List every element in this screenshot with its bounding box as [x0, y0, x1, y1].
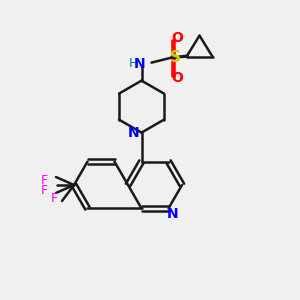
- Text: F: F: [40, 184, 48, 196]
- Text: S: S: [170, 50, 181, 65]
- Text: N: N: [128, 126, 139, 140]
- Text: F: F: [40, 173, 48, 187]
- Text: F: F: [50, 191, 58, 205]
- Text: N: N: [134, 57, 145, 70]
- Text: O: O: [172, 31, 183, 45]
- Text: N: N: [167, 207, 178, 221]
- Text: H: H: [129, 57, 138, 70]
- Text: O: O: [172, 70, 183, 85]
